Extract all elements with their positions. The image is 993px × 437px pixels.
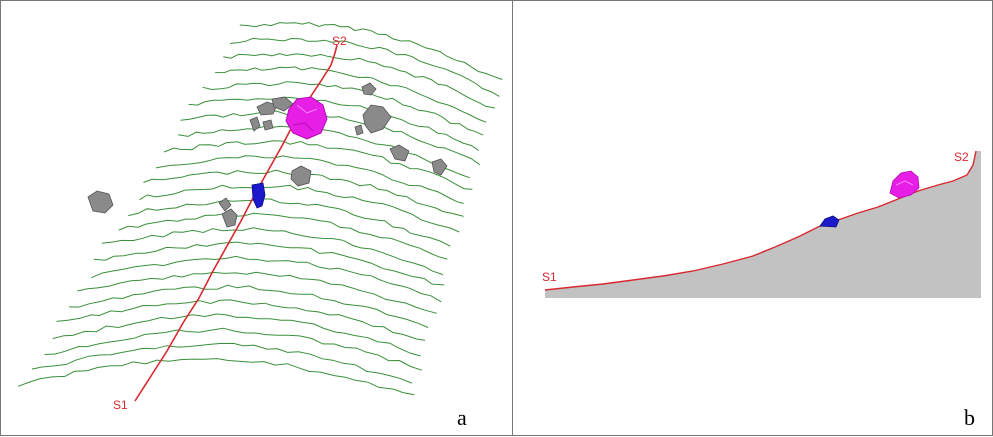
ground-section	[545, 151, 981, 298]
label-s2: S2	[332, 34, 347, 48]
rock	[389, 144, 410, 162]
contour-line	[177, 125, 470, 179]
panel-b-cross-section: S1 S2 b	[512, 0, 993, 436]
large-boulder	[285, 96, 328, 140]
contour-line	[230, 37, 500, 97]
contour-line	[17, 358, 415, 396]
contour-line	[223, 53, 495, 109]
rock	[87, 190, 114, 214]
contour-line	[180, 110, 481, 166]
rock	[221, 208, 238, 228]
contour-line	[155, 155, 464, 204]
cross-section-canvas: S1 S2	[542, 150, 981, 298]
small-block	[819, 215, 840, 228]
contour-line	[56, 299, 426, 341]
rock	[256, 101, 278, 116]
contour-line	[52, 313, 421, 357]
contour-line	[128, 198, 451, 247]
rock	[362, 104, 392, 134]
rock	[431, 158, 448, 176]
rock	[249, 116, 261, 132]
rock-fragments	[87, 82, 448, 228]
contour-line	[215, 66, 487, 123]
contour-line	[118, 212, 448, 260]
contour-line	[239, 21, 503, 80]
contour-line	[91, 255, 442, 303]
label-s2: S2	[954, 150, 969, 164]
large-boulder	[889, 170, 920, 199]
plan-view-canvas: S2 S1	[17, 21, 503, 412]
contour-line	[44, 327, 423, 371]
label-s1: S1	[542, 270, 557, 284]
contour-line	[188, 96, 479, 152]
contour-line	[163, 140, 473, 190]
panel-label-a: a	[457, 405, 467, 430]
contour-line	[202, 81, 484, 136]
label-s1: S1	[113, 398, 128, 412]
rock	[262, 119, 274, 131]
contour-line	[69, 284, 429, 328]
contour-line	[93, 241, 445, 286]
rock	[290, 165, 312, 187]
contour-line	[31, 342, 412, 384]
contour-line	[101, 227, 444, 276]
rock	[218, 197, 232, 212]
contour-lines	[17, 21, 503, 396]
surface-profile-line	[544, 150, 977, 291]
rock	[361, 82, 377, 96]
rock	[271, 96, 294, 112]
rock	[354, 124, 364, 136]
small-block	[251, 182, 266, 209]
panel-a-plan-view: S2 S1 a	[0, 0, 513, 436]
panel-label-b: b	[964, 405, 975, 430]
contour-line	[77, 271, 437, 314]
contour-line	[139, 184, 460, 233]
